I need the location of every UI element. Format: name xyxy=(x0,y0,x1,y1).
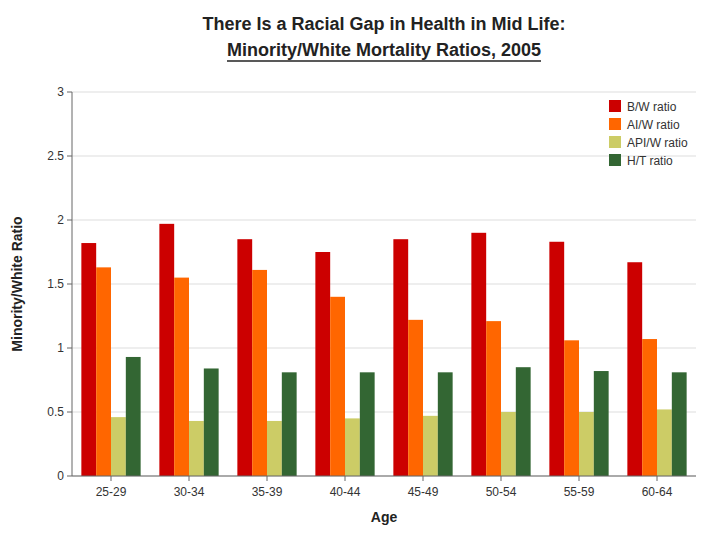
bar xyxy=(315,252,330,476)
y-tick xyxy=(67,284,72,285)
x-tick-label: 35-39 xyxy=(252,485,283,499)
y-tick-label: 1 xyxy=(57,341,64,355)
bar xyxy=(189,421,204,476)
y-tick-label: 0.5 xyxy=(47,405,64,419)
x-tick-label: 60-64 xyxy=(642,485,673,499)
x-tick xyxy=(111,476,112,481)
bar xyxy=(237,239,252,476)
bar xyxy=(564,340,579,476)
x-tick-label: 25-29 xyxy=(96,485,127,499)
bar xyxy=(594,371,609,476)
x-tick-label: 45-49 xyxy=(408,485,439,499)
bar xyxy=(501,412,516,476)
bar xyxy=(252,270,267,476)
bar xyxy=(438,372,453,476)
x-tick xyxy=(267,476,268,481)
x-tick xyxy=(657,476,658,481)
legend: B/W ratio AI/W ratio API/W ratio H/T ratio xyxy=(609,100,688,168)
legend-item: H/T ratio xyxy=(609,154,673,168)
legend-swatch xyxy=(609,100,621,112)
bar xyxy=(360,372,375,476)
bar xyxy=(627,262,642,476)
bar xyxy=(282,372,297,476)
bar xyxy=(408,320,423,476)
legend-label: H/T ratio xyxy=(627,154,673,168)
title: There Is a Racial Gap in Health in Mid L… xyxy=(202,14,565,34)
legend-swatch xyxy=(609,136,621,148)
bar xyxy=(471,233,486,476)
bar xyxy=(516,367,531,476)
bars xyxy=(81,224,686,476)
legend-label: AI/W ratio xyxy=(627,118,680,132)
grid-line xyxy=(72,92,696,93)
bar xyxy=(96,267,111,476)
y-tick xyxy=(67,92,72,93)
bar xyxy=(126,357,141,476)
y-axis-label: Minority/White Ratio xyxy=(9,216,25,351)
legend-label: B/W ratio xyxy=(627,100,677,114)
x-tick-label: 30-34 xyxy=(174,485,205,499)
bar xyxy=(330,297,345,476)
bar xyxy=(393,239,408,476)
y-tick xyxy=(67,348,72,349)
bar xyxy=(657,409,672,476)
legend-item: API/W ratio xyxy=(609,136,688,150)
x-tick-label: 40-44 xyxy=(330,485,361,499)
x-axis: 25-29 30-34 35-39 40-44 45-49 50-54 55-59 60-64 xyxy=(96,476,673,499)
bar xyxy=(111,417,126,476)
x-tick xyxy=(423,476,424,481)
y-tick xyxy=(67,412,72,413)
y-tick-label: 0 xyxy=(57,469,64,483)
x-tick xyxy=(189,476,190,481)
bar xyxy=(174,278,189,476)
subtitle-underline xyxy=(227,60,541,62)
bar xyxy=(267,421,282,476)
subtitle: Minority/White Mortality Ratios, 2005 xyxy=(227,40,541,60)
grid-line xyxy=(72,220,696,221)
y-tick-label: 2.5 xyxy=(47,149,64,163)
bar xyxy=(579,412,594,476)
y-tick-label: 2 xyxy=(57,213,64,227)
x-tick xyxy=(579,476,580,481)
x-tick-label: 50-54 xyxy=(486,485,517,499)
bar xyxy=(672,372,687,476)
x-axis-line xyxy=(72,476,696,477)
bar xyxy=(159,224,174,476)
x-tick xyxy=(501,476,502,481)
legend-label: API/W ratio xyxy=(627,136,688,150)
grid-line xyxy=(72,476,696,477)
y-tick-label: 1.5 xyxy=(47,277,64,291)
legend-item: B/W ratio xyxy=(609,100,677,114)
legend-swatch xyxy=(609,154,621,166)
y-axis-line xyxy=(72,92,73,476)
chart: There Is a Racial Gap in Health in Mid L… xyxy=(0,0,720,540)
legend-item: AI/W ratio xyxy=(609,118,680,132)
legend-swatch xyxy=(609,118,621,130)
bar xyxy=(486,321,501,476)
y-tick xyxy=(67,156,72,157)
y-tick xyxy=(67,476,72,477)
bar xyxy=(549,242,564,476)
x-axis-label: Age xyxy=(371,509,398,525)
grid-line xyxy=(72,156,696,157)
bar xyxy=(345,418,360,476)
y-tick xyxy=(67,220,72,221)
bar xyxy=(81,243,96,476)
y-tick-label: 3 xyxy=(57,85,64,99)
bar xyxy=(423,416,438,476)
bar xyxy=(642,339,657,476)
x-tick-label: 55-59 xyxy=(564,485,595,499)
bar xyxy=(204,368,219,476)
y-axis: 0 0.5 1 1.5 2 2.5 3 xyxy=(47,85,696,483)
x-tick xyxy=(345,476,346,481)
